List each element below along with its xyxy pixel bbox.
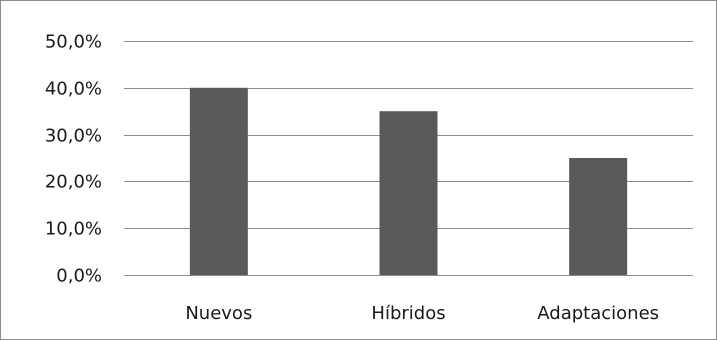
x-category-label-1: Híbridos [371, 303, 445, 324]
bar-adaptaciones [569, 158, 628, 275]
x-category-label-2: Adaptaciones [537, 303, 659, 324]
x-category-label-0: Nuevos [185, 303, 252, 324]
y-axis-tick-labels: 0,0% 10,0% 20,0% 30,0% 40,0% 50,0% [45, 32, 102, 287]
y-tick-label-4: 40,0% [45, 79, 102, 100]
y-tick-label-2: 20,0% [45, 172, 102, 193]
bar-híbridos [379, 111, 438, 275]
bar-nuevos [189, 87, 248, 275]
y-tick-label-5: 50,0% [45, 32, 102, 53]
y-tick-label-3: 30,0% [45, 126, 102, 147]
y-tick-label-1: 10,0% [45, 219, 102, 240]
x-axis-category-labels: Nuevos Híbridos Adaptaciones [185, 303, 659, 324]
y-tick-label-0: 0,0% [56, 266, 102, 287]
bars [189, 87, 628, 275]
